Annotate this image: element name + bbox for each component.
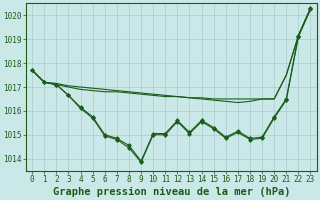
X-axis label: Graphe pression niveau de la mer (hPa): Graphe pression niveau de la mer (hPa)	[52, 186, 290, 197]
